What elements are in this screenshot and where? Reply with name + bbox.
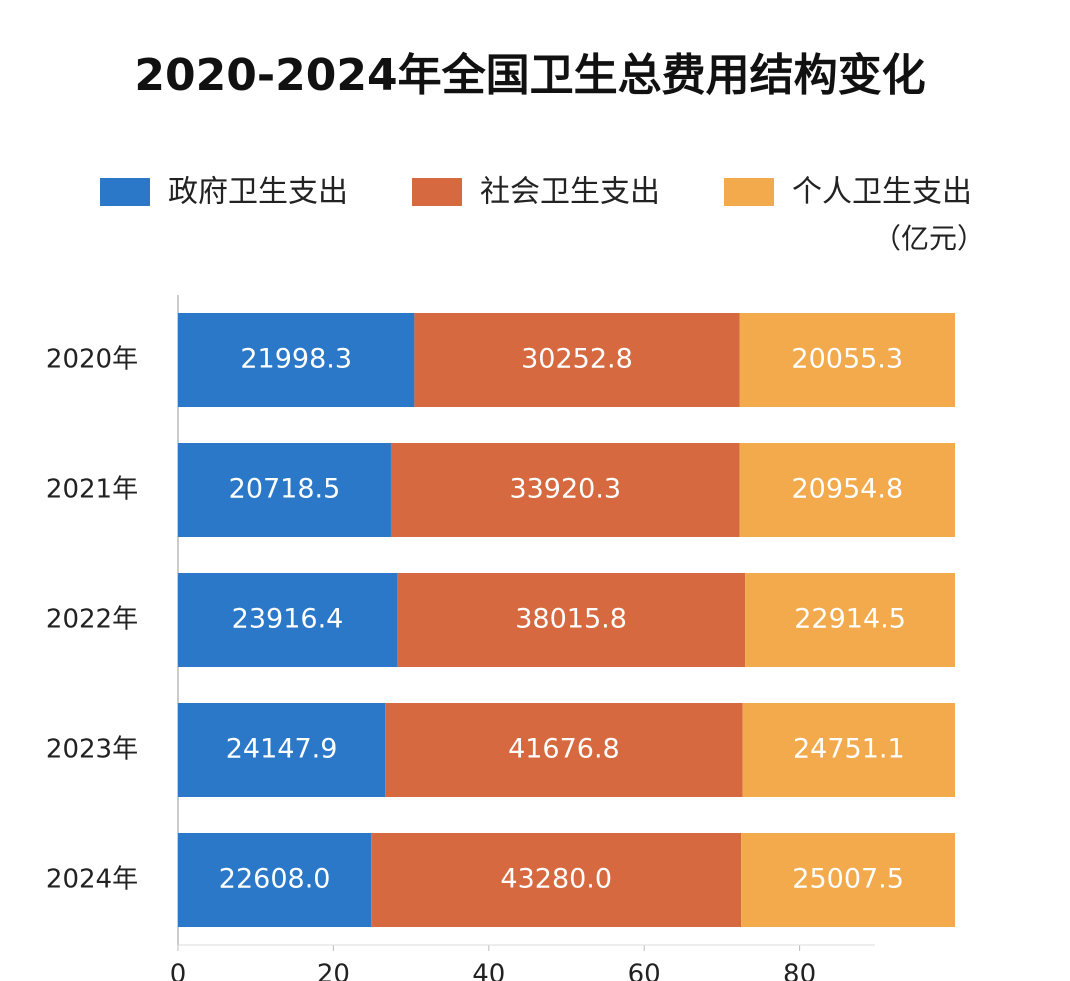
x-tick-label: 40 [472, 960, 505, 981]
value-label: 22914.5 [794, 604, 906, 635]
x-tick-label: 60 [628, 960, 661, 981]
bar-segment [371, 833, 742, 927]
value-label: 22608.0 [219, 864, 331, 895]
value-label: 24147.9 [226, 734, 338, 765]
bar-segment [178, 833, 372, 927]
bar-segment [745, 573, 955, 667]
legend-swatch [100, 178, 150, 206]
x-tick-label: 0 [170, 960, 187, 981]
value-label: 43280.0 [500, 864, 612, 895]
bar-segment [178, 573, 398, 667]
legend-swatch [412, 178, 462, 206]
value-label: 33920.3 [509, 474, 621, 505]
bar-segment [739, 313, 955, 407]
value-label: 20055.3 [791, 344, 903, 375]
legend-label: 个人卫生支出 [792, 175, 972, 210]
y-tick-label: 2020年 [46, 345, 138, 375]
bar-segment [178, 703, 386, 797]
y-tick-label: 2023年 [46, 735, 138, 765]
value-label: 23916.4 [232, 604, 344, 635]
x-tick-label: 20 [317, 960, 350, 981]
value-label: 38015.8 [515, 604, 627, 635]
legend-label: 政府卫生支出 [168, 175, 348, 210]
value-label: 30252.8 [521, 344, 633, 375]
x-tick-label: 80 [783, 960, 816, 981]
bar-segment [414, 313, 740, 407]
y-tick-label: 2024年 [46, 865, 138, 895]
bar-segment [739, 443, 955, 537]
bar-segment [742, 703, 955, 797]
value-label: 25007.5 [792, 864, 904, 895]
bar-segment [741, 833, 955, 927]
value-label: 41676.8 [508, 734, 620, 765]
bar-segment [385, 703, 743, 797]
bar-segment [390, 443, 740, 537]
value-label: 20954.8 [791, 474, 903, 505]
y-tick-label: 2022年 [46, 605, 138, 635]
y-tick-label: 2021年 [46, 475, 138, 505]
chart-title: 2020-2024年全国卫生总费用结构变化 [134, 50, 925, 101]
value-label: 20718.5 [229, 474, 341, 505]
bar-segment [397, 573, 746, 667]
unit-label: （亿元） [873, 222, 985, 255]
legend-label: 社会卫生支出 [480, 175, 660, 210]
legend-swatch [724, 178, 774, 206]
value-label: 24751.1 [793, 734, 905, 765]
value-label: 21998.3 [240, 344, 352, 375]
bar-segment [178, 443, 391, 537]
bar-segment [178, 313, 415, 407]
